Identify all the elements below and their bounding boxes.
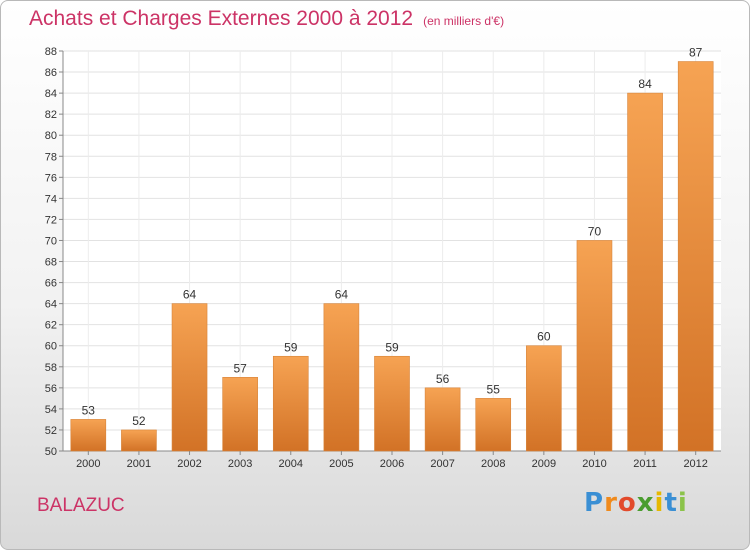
- y-tick-label: 70: [45, 235, 57, 247]
- logo-letter: o: [617, 488, 637, 518]
- y-tick-label: 82: [45, 109, 57, 121]
- bar: [70, 419, 107, 452]
- data-label: 52: [132, 414, 146, 428]
- data-label: 56: [436, 372, 450, 386]
- data-label: 64: [335, 288, 349, 302]
- logo-letter: t: [664, 488, 678, 518]
- bar: [323, 303, 360, 452]
- data-label: 59: [385, 340, 399, 354]
- bar: [121, 429, 157, 452]
- x-tick-label: 2002: [177, 458, 201, 470]
- commune-name: BALAZUC: [37, 495, 125, 516]
- y-tick-label: 88: [45, 46, 57, 58]
- y-tick-label: 58: [45, 362, 57, 374]
- data-label: 57: [233, 361, 247, 375]
- logo-letter: P: [584, 488, 605, 518]
- x-tick-label: 2003: [228, 458, 252, 470]
- y-tick-label: 84: [45, 88, 57, 100]
- y-tick-label: 54: [45, 404, 57, 416]
- x-tick-label: 2001: [127, 458, 151, 470]
- y-tick-label: 64: [45, 299, 57, 311]
- logo-letter: i: [654, 488, 665, 518]
- bar: [272, 355, 309, 452]
- y-tick-label: 68: [45, 257, 57, 269]
- x-tick-label: 2006: [380, 458, 404, 470]
- bar: [475, 398, 512, 452]
- x-tick-label: 2009: [532, 458, 556, 470]
- x-tick-label: 2000: [76, 458, 100, 470]
- x-tick-label: 2012: [683, 458, 707, 470]
- chart-title: Achats et Charges Externes 2000 à 2012: [29, 7, 414, 30]
- y-tick-label: 72: [45, 214, 57, 226]
- proxiti-logo: Proxiti: [584, 488, 688, 518]
- x-tick-label: 2004: [279, 458, 303, 470]
- bar: [576, 240, 613, 452]
- data-label: 87: [689, 46, 703, 60]
- y-tick-label: 60: [45, 341, 57, 353]
- logo-letter: i: [677, 488, 688, 518]
- y-tick-label: 56: [45, 383, 57, 395]
- bar: [627, 92, 663, 452]
- logo-letter: r: [604, 488, 618, 518]
- y-tick-label: 74: [45, 193, 57, 205]
- x-tick-label: 2008: [481, 458, 505, 470]
- data-label: 60: [537, 330, 551, 344]
- y-tick-label: 86: [45, 67, 57, 79]
- data-label: 70: [588, 224, 602, 238]
- y-tick-label: 52: [45, 425, 57, 437]
- x-tick-label: 2010: [582, 458, 606, 470]
- x-tick-label: 2011: [633, 458, 657, 470]
- bar: [677, 61, 714, 452]
- x-tick-label: 2005: [329, 458, 353, 470]
- y-tick-label: 50: [45, 446, 57, 458]
- logo-letter: x: [636, 488, 655, 518]
- bar: [526, 345, 562, 452]
- data-label: 55: [487, 382, 501, 396]
- x-tick-label: 2007: [430, 458, 454, 470]
- data-label: 64: [183, 288, 197, 302]
- bar: [171, 303, 208, 452]
- title-row: Achats et Charges Externes 2000 à 2012 (e…: [29, 7, 504, 31]
- y-tick-label: 78: [45, 151, 57, 163]
- bar: [222, 377, 258, 452]
- y-tick-label: 62: [45, 320, 57, 332]
- bar: [424, 387, 461, 452]
- bar: [374, 355, 410, 452]
- y-tick-label: 66: [45, 278, 57, 290]
- y-tick-label: 80: [45, 130, 57, 142]
- data-label: 53: [82, 403, 96, 417]
- data-label: 59: [284, 340, 298, 354]
- chart-subtitle: (en milliers d'€): [423, 14, 505, 28]
- data-label: 84: [638, 77, 652, 91]
- y-tick-label: 76: [45, 172, 57, 184]
